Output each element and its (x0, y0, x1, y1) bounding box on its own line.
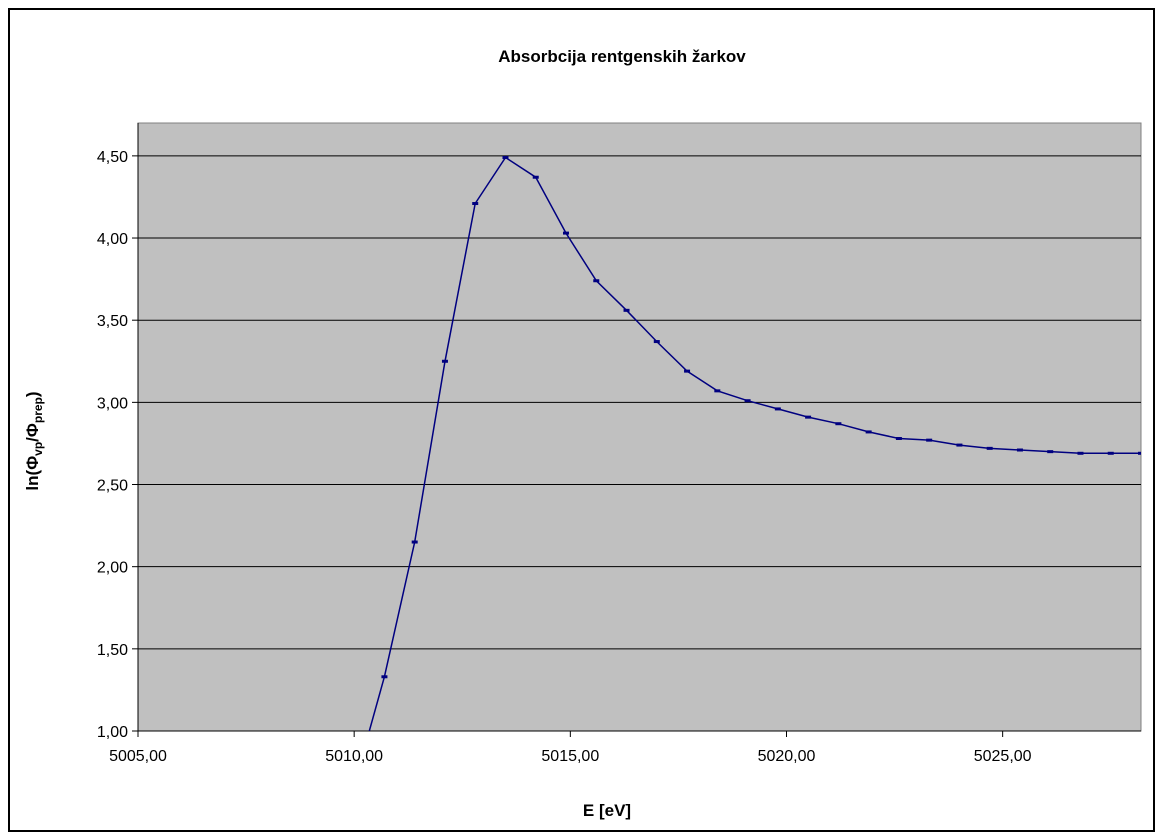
data-point-marker (1107, 451, 1114, 455)
data-point-marker (532, 175, 539, 179)
x-tick-label: 5015,00 (541, 748, 599, 765)
axes (132, 123, 1141, 737)
data-point-marker (865, 430, 872, 434)
data-point-marker (441, 359, 448, 363)
y-axis-label: ln(Φvp/Φprep) (23, 391, 45, 490)
x-tick-label: 5005,00 (109, 748, 167, 765)
y-tick-label: 4,00 (97, 231, 128, 248)
data-point-marker (986, 446, 993, 450)
data-point-marker (472, 202, 479, 206)
data-point-marker (744, 399, 751, 403)
y-tick-label: 3,00 (97, 395, 128, 412)
y-tick-labels: 1,00 1,50 2,00 2,50 3,00 3,50 4,00 4,50 (97, 149, 128, 741)
plot-area (137, 122, 1142, 732)
x-axis-label: E [eV] (583, 801, 631, 820)
y-tick-label: 1,50 (97, 642, 128, 659)
data-point-marker (895, 437, 902, 441)
data-point-marker (1077, 451, 1084, 455)
data-point-marker (593, 279, 600, 283)
data-point-marker (1138, 451, 1141, 455)
data-point-marker (1016, 448, 1023, 452)
x-tick-labels: 5005,00 5010,00 5015,00 5020,00 5025,00 (109, 748, 1032, 765)
chart-title: Absorbcija rentgenskih žarkov (498, 47, 746, 66)
x-tick-label: 5010,00 (325, 748, 383, 765)
data-point-marker (956, 443, 963, 447)
data-point-marker (805, 415, 812, 419)
data-point-marker (684, 369, 691, 373)
data-point-marker (714, 389, 721, 393)
y-tick-label: 3,50 (97, 313, 128, 330)
y-tick-label: 2,50 (97, 478, 128, 495)
y-tick-label: 1,00 (97, 724, 128, 741)
data-point-marker (502, 156, 509, 160)
series-layer (368, 156, 1141, 731)
gridlines (138, 155, 1141, 650)
data-point-marker (381, 675, 388, 679)
data-point-marker (563, 231, 570, 235)
data-point-marker (623, 308, 630, 312)
x-tick-label: 5025,00 (974, 748, 1032, 765)
data-point-marker (1047, 450, 1054, 454)
data-point-marker (653, 340, 660, 344)
x-tick-label: 5020,00 (758, 748, 816, 765)
data-point-marker (774, 407, 781, 411)
data-point-marker (926, 438, 933, 442)
data-point-marker (835, 422, 842, 426)
series-clip (368, 156, 1141, 731)
y-tick-label: 2,00 (97, 560, 128, 577)
data-point-marker (411, 540, 418, 544)
y-tick-label: 4,50 (97, 149, 128, 166)
